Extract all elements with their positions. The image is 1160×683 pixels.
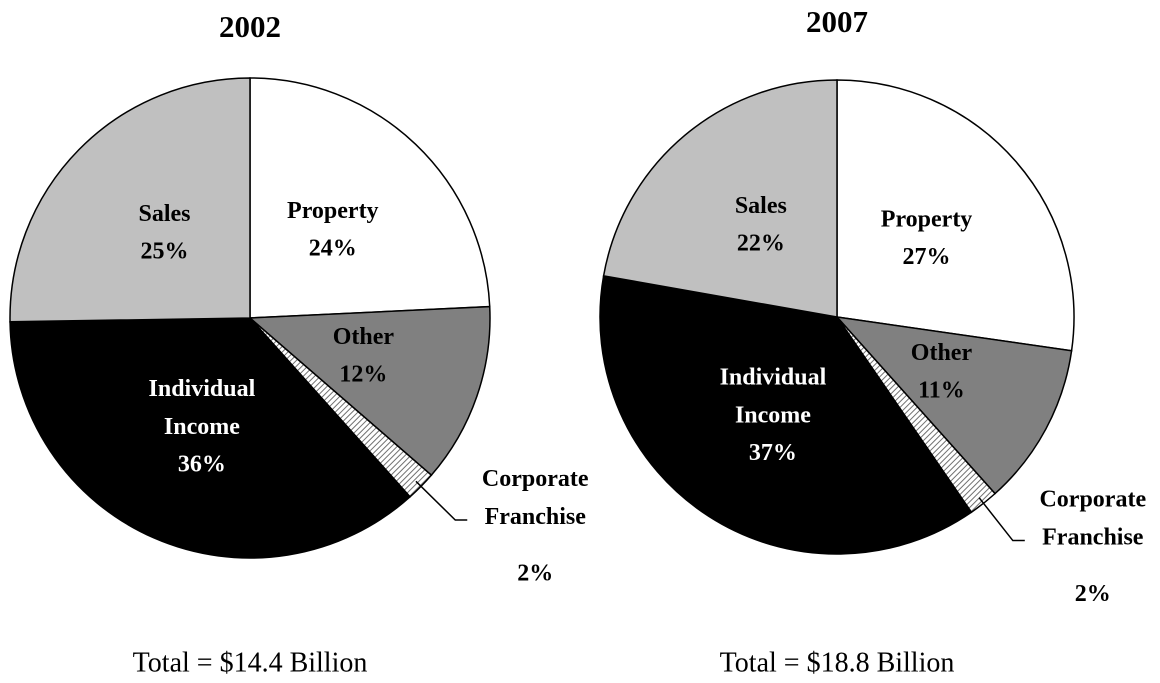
slice-value-label: 25% [140, 238, 188, 264]
slice-label: Other [333, 324, 395, 350]
slice-label: Individual Income [149, 375, 256, 439]
pie-slice [836, 79, 1075, 352]
leader-line [978, 497, 1025, 542]
chart-title: 2007 [806, 4, 868, 39]
slice-label: Corporate Franchise [1039, 486, 1146, 550]
slice-label: Property [881, 206, 973, 232]
pie-slice [9, 317, 412, 559]
pie-slice [249, 77, 491, 319]
leader-line [415, 480, 468, 521]
chart-title: 2002 [219, 9, 281, 44]
slice-value-label: 22% [737, 231, 785, 257]
slice-value-label: 36% [178, 451, 226, 477]
pie-slice [599, 274, 973, 555]
pie-slice [9, 77, 251, 323]
pie-slice [248, 305, 491, 477]
slice-value-label: 37% [749, 440, 797, 466]
slice-label: Other [911, 339, 973, 365]
slice-label: Sales [735, 193, 787, 219]
slice-value-label: 12% [339, 362, 387, 388]
slice-value-label: 11% [918, 377, 965, 403]
slice-label: Individual Income [720, 364, 827, 428]
slice-label: Corporate Franchise [482, 466, 589, 530]
slice-value-label: 2% [1075, 581, 1111, 607]
slice-value-label: 27% [903, 244, 951, 270]
slice-value-label: 2% [517, 561, 553, 587]
total-note: Total = $14.4 Billion [133, 647, 368, 678]
total-note: Total = $18.8 Billion [720, 647, 955, 678]
slice-label: Sales [138, 200, 190, 226]
slice-value-label: 24% [309, 236, 357, 262]
pie-slice [835, 315, 1073, 495]
slice-label: Property [287, 198, 379, 224]
pie-slice [602, 79, 838, 318]
